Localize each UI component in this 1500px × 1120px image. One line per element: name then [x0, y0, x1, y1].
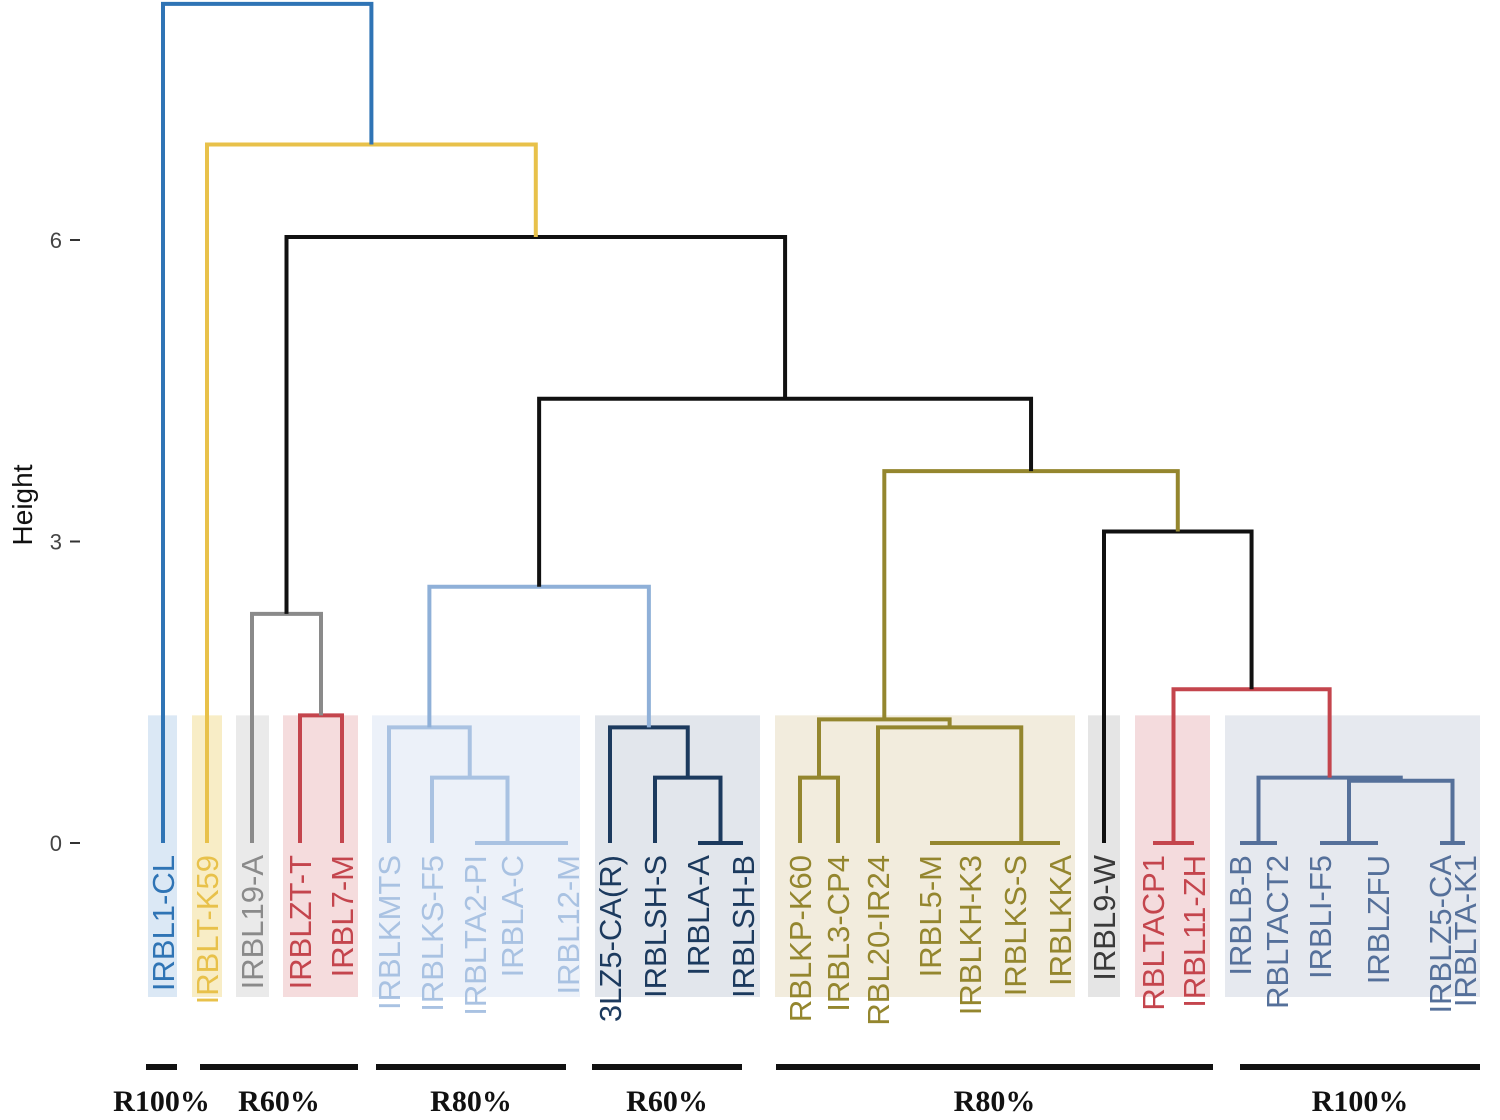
leaf-label-6: IRBLKMTS: [372, 855, 407, 1010]
cluster-band-6: [595, 715, 760, 997]
group-label-1: R100%: [113, 1085, 210, 1118]
leaf-label-29: IRBLZ5-CA: [1423, 855, 1458, 1014]
leaf-label-16: IRBL3-CP4: [821, 855, 856, 1012]
leaf-label-4: IRBLZT-T: [283, 855, 318, 989]
leaf-label-7: IRBLKS-F5: [415, 855, 450, 1012]
leaf-label-12: IRBLSH-S: [638, 855, 673, 998]
leaf-label-2: IRBLT-K59: [190, 855, 225, 1004]
group-label-6: R100%: [1312, 1085, 1409, 1118]
group-label-4: R60%: [626, 1085, 708, 1118]
leaf-label-10: IRBL12-M: [551, 855, 586, 995]
leaf-label-28: IRBLZFU: [1361, 855, 1396, 984]
y-tick-label-1: 3: [50, 530, 62, 555]
branch-m23: [427, 584, 651, 728]
y-axis-label: Height: [7, 464, 38, 545]
cluster-bands: [148, 715, 1480, 997]
group-brackets: R100% R60% R80% R60% R80% R100%: [113, 1064, 1480, 1118]
leaf-label-27: IRBLI-F5: [1303, 855, 1338, 979]
branch-m26: [537, 396, 1034, 587]
cluster-band-4: [283, 715, 358, 997]
leaf-label-20: IRBLKS-S: [998, 855, 1033, 996]
cluster-band-10: [1225, 715, 1480, 997]
cluster-band-5: [372, 715, 580, 997]
leaf-label-13: IRBLA-A: [681, 855, 716, 976]
y-axis: Height 0 3 6: [7, 228, 80, 856]
leaf-label-3: IRBL19-A: [235, 855, 270, 990]
leaf-label-18: IRBL5-M: [913, 855, 948, 977]
leaf-label-1: IRBL1-CL: [146, 855, 181, 991]
leaf-label-24: IRBL11-ZH: [1177, 855, 1212, 1008]
leaf-label-8: IRBLTA2-PI: [458, 855, 493, 1016]
dendrogram-branches: [161, 1, 1465, 845]
leaf-label-25: IRBLB-B: [1223, 855, 1258, 976]
leaf-labels: IRBL1-CL IRBLT-K59 IRBL19-A IRBLZT-T IRBL7-M…: [146, 854, 1483, 1025]
group-label-5: R80%: [954, 1085, 1036, 1118]
group-label-3: R80%: [430, 1085, 512, 1118]
leaf-label-26: RBLTACT2: [1260, 855, 1295, 1009]
leaf-label-30: IRBLTA-K1: [1448, 855, 1483, 1007]
branch-m29: [161, 1, 374, 843]
leaf-label-17: RBL20-IR24: [861, 855, 896, 1026]
leaf-label-23: RBLTACP1: [1136, 855, 1171, 1011]
branch-m25: [882, 469, 1180, 720]
leaf-label-15: RBLKP-K60: [783, 855, 818, 1022]
leaf-label-21: IRBLKKA: [1043, 855, 1078, 986]
leaf-label-22: IRBL9-W: [1087, 854, 1122, 980]
leaf-label-9: IRBLA-C: [495, 855, 530, 977]
y-tick-label-2: 6: [50, 228, 62, 253]
leaf-label-11: 3LZ5-CA(R): [593, 855, 628, 1022]
branch-m27: [284, 234, 788, 614]
leaf-label-14: IRBLSH-B: [726, 855, 761, 998]
cluster-band-7: [775, 715, 1075, 997]
leaf-label-5: IRBL7-M: [325, 855, 360, 977]
group-label-2: R60%: [238, 1085, 320, 1118]
leaf-label-19: IRBLKH-K3: [953, 855, 988, 1015]
y-tick-label-0: 0: [50, 831, 62, 856]
